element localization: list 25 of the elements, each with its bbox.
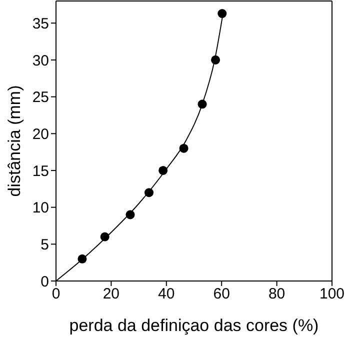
x-axis-title: perda da definiçao das cores (%): [69, 316, 319, 335]
point: [126, 210, 135, 220]
point: [218, 9, 227, 18]
y-tick-label: 0: [40, 273, 49, 290]
x-tick-label: 0: [52, 286, 60, 303]
x-tick-label: 80: [268, 286, 286, 303]
y-tick-label: 20: [32, 126, 49, 143]
y-tick-label: 25: [32, 89, 49, 106]
x-tick-label: 40: [158, 286, 175, 303]
point: [198, 100, 207, 109]
point: [100, 232, 110, 242]
y-axis-title: distância (mm): [5, 85, 24, 197]
y-tick-label: 15: [32, 162, 49, 180]
y-tick-label: 35: [32, 15, 49, 32]
x-tick-label: 60: [213, 286, 230, 303]
point: [144, 188, 154, 198]
y-tick-label: 5: [40, 236, 49, 254]
x-tick-label: 20: [102, 286, 120, 303]
x-tick-label: 100: [319, 286, 345, 303]
point: [211, 55, 220, 64]
point: [78, 254, 87, 264]
y-tick-label: 10: [32, 200, 49, 217]
point: [179, 144, 188, 153]
point: [158, 166, 168, 175]
y-tick-label: 30: [32, 52, 49, 70]
